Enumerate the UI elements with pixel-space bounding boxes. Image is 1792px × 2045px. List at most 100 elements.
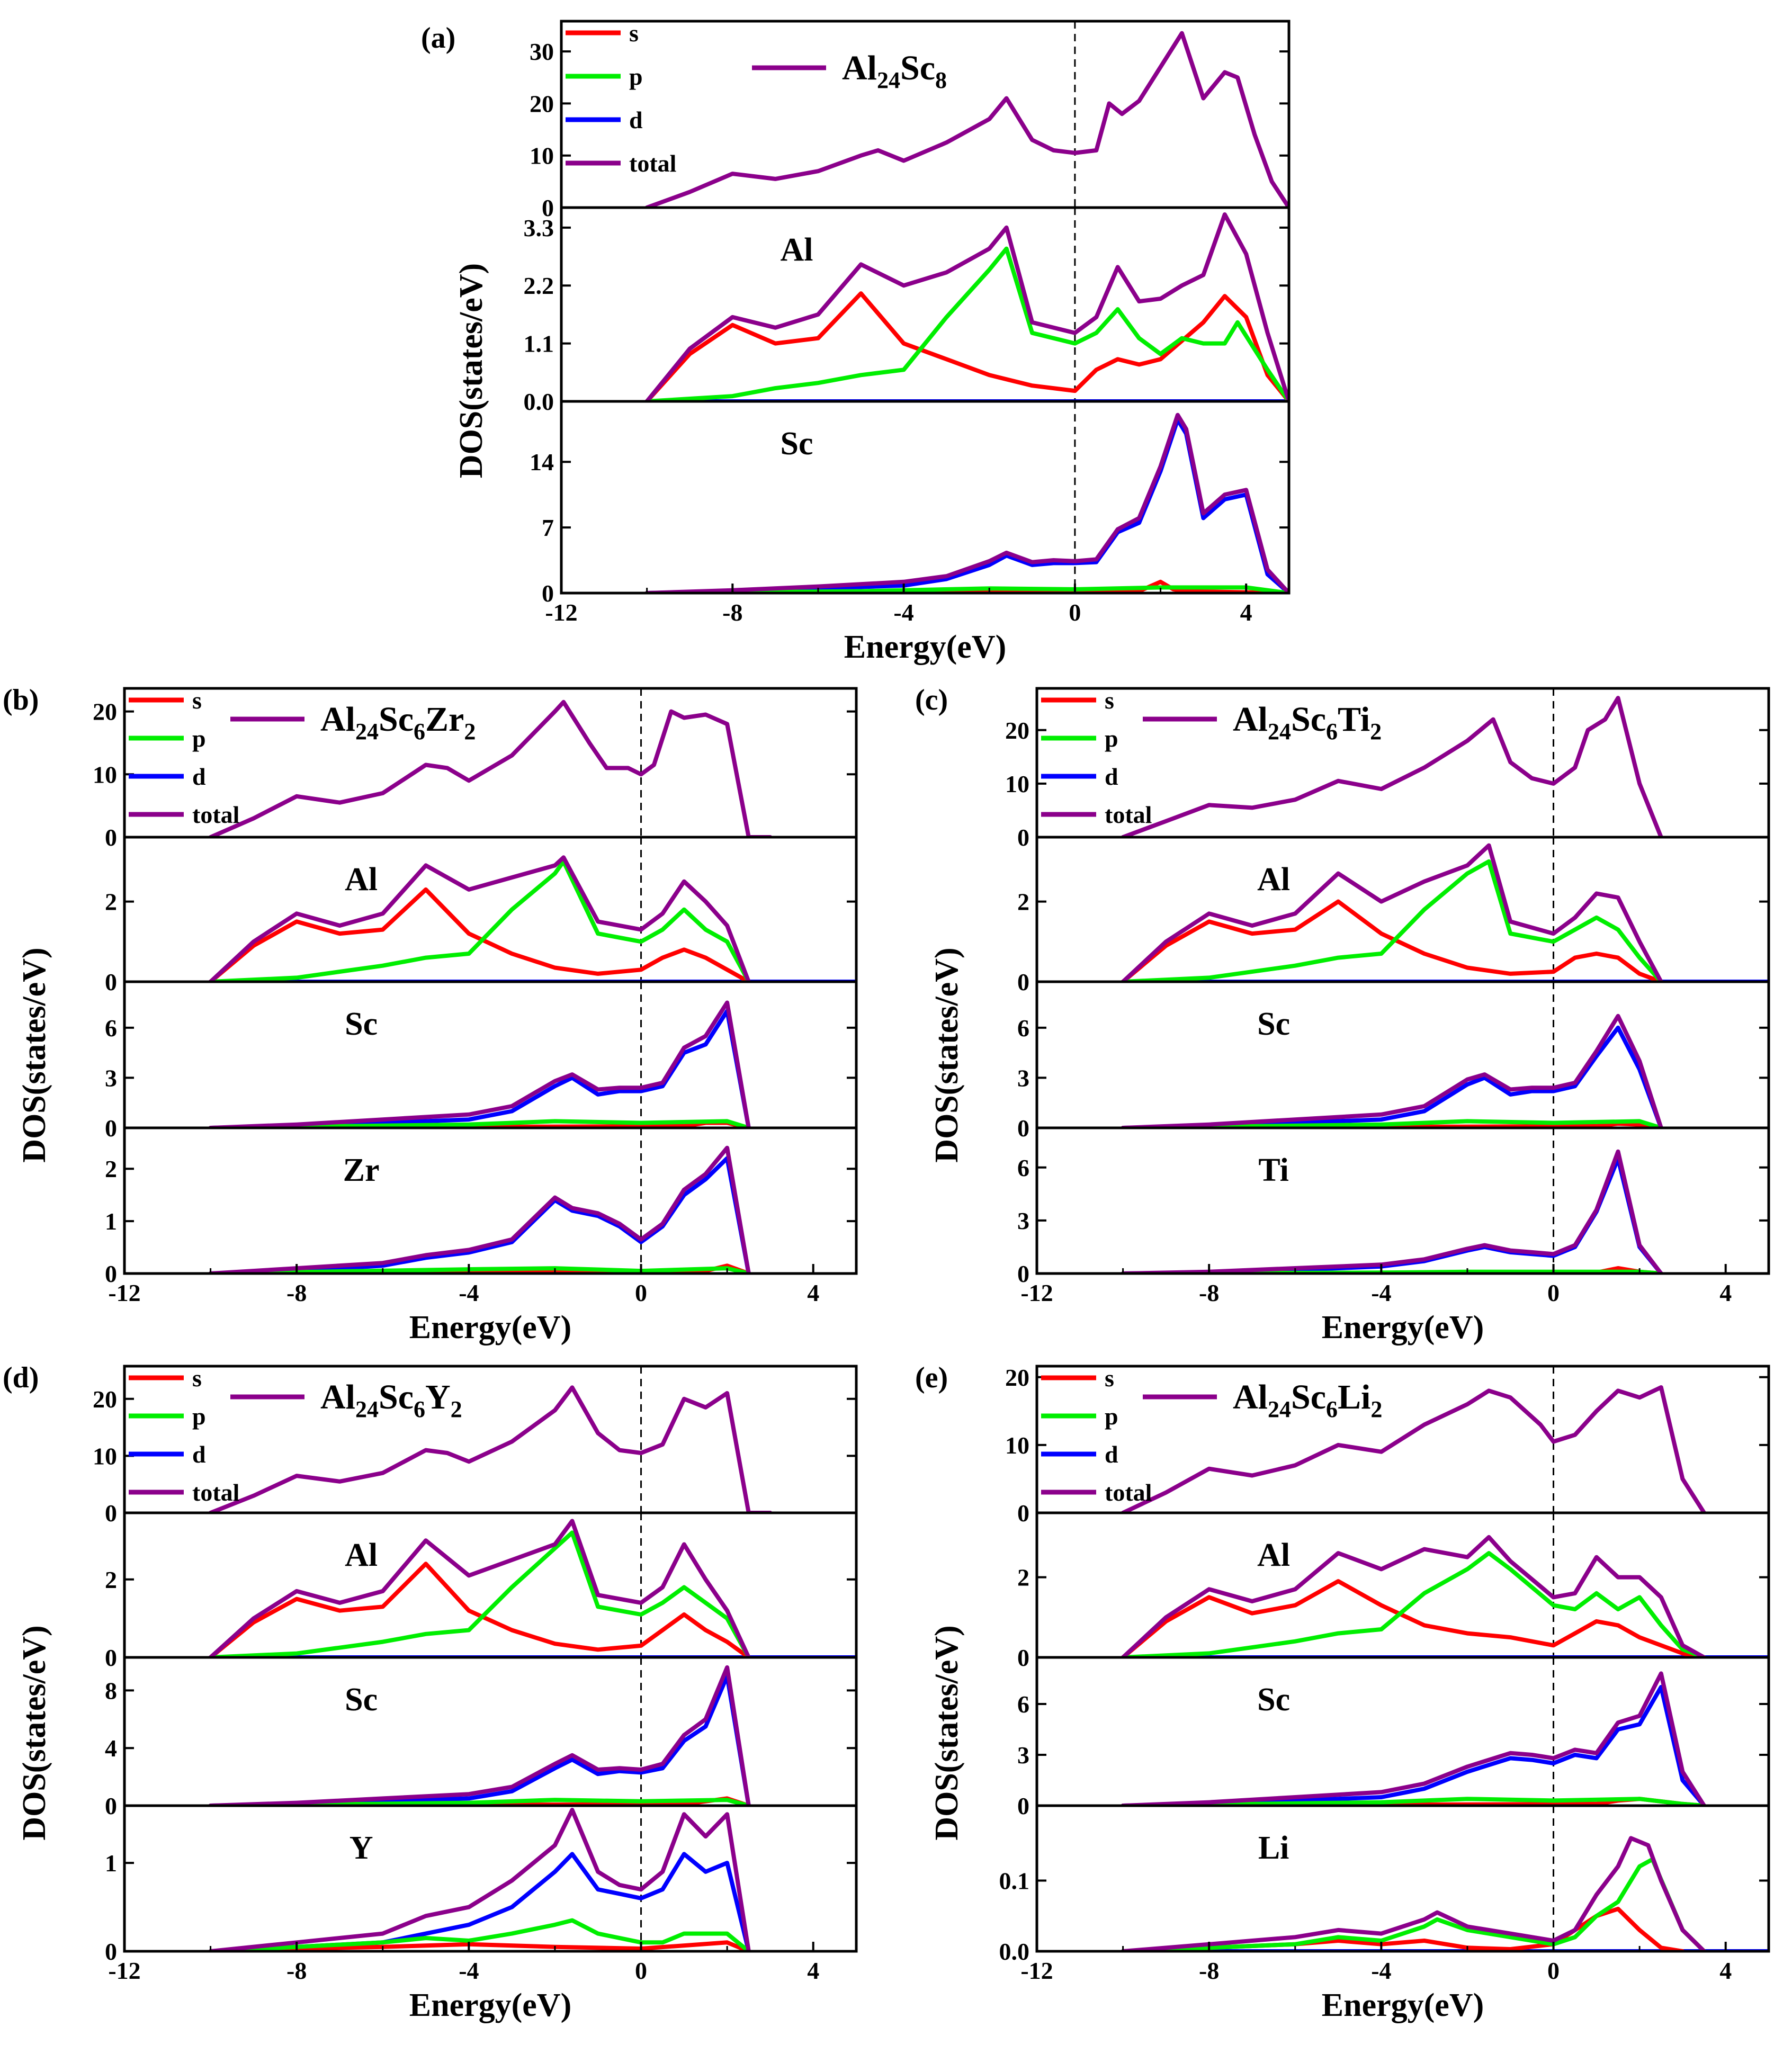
legend-label-d: d	[1105, 1441, 1118, 1468]
panel-label: (b)	[3, 684, 39, 716]
subplot-frame	[1035, 980, 1770, 1129]
subplot-b-Al: 0 2 Al	[105, 836, 858, 995]
legend-label-d: d	[1105, 763, 1118, 790]
compound-element: Al	[1233, 1378, 1268, 1416]
y-axis-title: DOS(states/eV)	[929, 947, 965, 1162]
subplot-d-Al: 0 2 Al	[105, 1511, 858, 1671]
series-p	[208, 1119, 751, 1128]
y-tick-label: 0	[1017, 1644, 1029, 1671]
y-tick-label: 20	[530, 90, 554, 117]
series-p	[1121, 1797, 1707, 1806]
series-d	[1121, 1156, 1663, 1273]
compound-subscript: 24	[355, 1396, 379, 1422]
series-s	[1121, 1579, 1707, 1657]
element-label: Al	[1257, 1537, 1290, 1573]
series-d	[1121, 1025, 1663, 1128]
subplot-a-Sc: 0 7 14 Sc	[530, 400, 1291, 607]
series-p	[1121, 1119, 1663, 1128]
legend-label-s: s	[629, 20, 639, 47]
x-tick-label: -8	[1199, 1957, 1219, 1984]
element-label: Al	[345, 1537, 378, 1573]
legend-label-s: s	[192, 687, 202, 714]
y-tick-label: 0	[542, 194, 554, 221]
y-tick-label: 0	[1017, 1115, 1029, 1142]
x-tick-label: -4	[459, 1957, 479, 1984]
subplot-c-Ti: 0 3 6 Ti	[1017, 1126, 1770, 1287]
compound-subscript: 24	[1268, 1396, 1291, 1422]
series-s	[208, 1562, 751, 1657]
legend-label-d: d	[629, 106, 643, 133]
subplot-d-Sc: 0 4 8 Sc	[105, 1656, 858, 1819]
y-tick-label: 20	[93, 698, 117, 725]
subplot-frame	[1035, 1126, 1770, 1275]
legend-label-total: total	[192, 1479, 239, 1506]
y-tick-label: 3	[1017, 1064, 1029, 1091]
y-tick-label: 14	[530, 449, 554, 476]
y-tick-label: 1.1	[524, 330, 554, 357]
compound-element: Sc	[379, 700, 414, 739]
y-tick-label: 6	[105, 1015, 117, 1042]
x-tick-label: 0	[635, 1957, 647, 1984]
series-d	[1121, 1685, 1707, 1806]
series-s	[208, 1940, 751, 1951]
y-tick-label: 6	[1017, 1691, 1029, 1718]
compound-subscript: 24	[877, 67, 900, 93]
series-total	[644, 412, 1289, 593]
panel-a: 0 10 20 30 0.0 1.1 2.2 3.3 Al 0 7 14 Sc -12 -8 -4 0 4 Ener…	[421, 20, 1291, 665]
y-tick-label: 10	[1005, 770, 1029, 797]
compound-subscript: 6	[1326, 719, 1338, 745]
y-tick-label: 0	[1017, 1260, 1029, 1287]
series-d	[208, 1852, 751, 1951]
legend-label-total: total	[192, 801, 239, 828]
x-axis-title: Energy(eV)	[409, 1987, 571, 2023]
element-label: Sc	[1257, 1006, 1290, 1042]
x-tick-label: -4	[893, 599, 913, 626]
compound-subscript: 2	[1370, 1396, 1382, 1422]
element-label: Li	[1258, 1830, 1289, 1866]
y-tick-label: 20	[1005, 1364, 1029, 1391]
y-tick-label: 3	[1017, 1207, 1029, 1234]
series-d	[208, 1009, 751, 1128]
x-tick-label: -8	[286, 1279, 307, 1306]
y-tick-label: 0	[105, 1644, 117, 1671]
series-total	[1121, 1836, 1707, 1951]
x-tick-label: -8	[1199, 1279, 1219, 1306]
subplot-b-Sc: 0 3 6 Sc	[105, 980, 858, 1142]
y-tick-label: 0.0	[999, 1938, 1030, 1965]
legend-label-d: d	[192, 1441, 206, 1468]
y-tick-label: 0	[1017, 1792, 1029, 1819]
series-p	[208, 1266, 751, 1273]
panel-label: (c)	[915, 684, 948, 716]
compound-subscript: 6	[1326, 1396, 1338, 1422]
y-tick-label: 3.3	[524, 214, 554, 241]
series-total	[208, 1519, 751, 1657]
compound-label: Al24Sc6Zr2	[320, 700, 476, 745]
y-tick-label: 1	[105, 1850, 117, 1877]
subplot-b-Zr: 0 1 2 Zr	[105, 1126, 858, 1287]
series-d	[644, 417, 1289, 593]
series-total	[1121, 1385, 1707, 1513]
series-total	[208, 1385, 773, 1513]
y-tick-label: 4	[105, 1735, 117, 1762]
panel-label: (e)	[915, 1361, 948, 1394]
compound-element: Al	[842, 49, 877, 87]
series-total	[208, 699, 773, 837]
y-tick-label: 0	[1017, 1500, 1029, 1527]
y-tick-label: 2	[105, 889, 117, 916]
subplot-frame	[123, 1126, 858, 1275]
y-tick-label: 2	[105, 1155, 117, 1182]
compound-element: Li	[1338, 1378, 1370, 1416]
compound-element: Al	[320, 700, 355, 739]
y-tick-label: 3	[1017, 1742, 1029, 1769]
series-p	[1121, 859, 1663, 982]
y-tick-label: 0	[105, 1260, 117, 1287]
x-tick-label: -8	[286, 1957, 307, 1984]
series-total	[1121, 843, 1663, 982]
series-total	[644, 212, 1289, 401]
series-total	[1121, 696, 1663, 837]
x-tick-label: -12	[108, 1957, 140, 1984]
element-label: Sc	[345, 1682, 378, 1718]
y-tick-label: 2	[1017, 889, 1029, 916]
compound-subscript: 8	[935, 67, 947, 93]
y-axis-title: DOS(states/eV)	[16, 1625, 52, 1840]
